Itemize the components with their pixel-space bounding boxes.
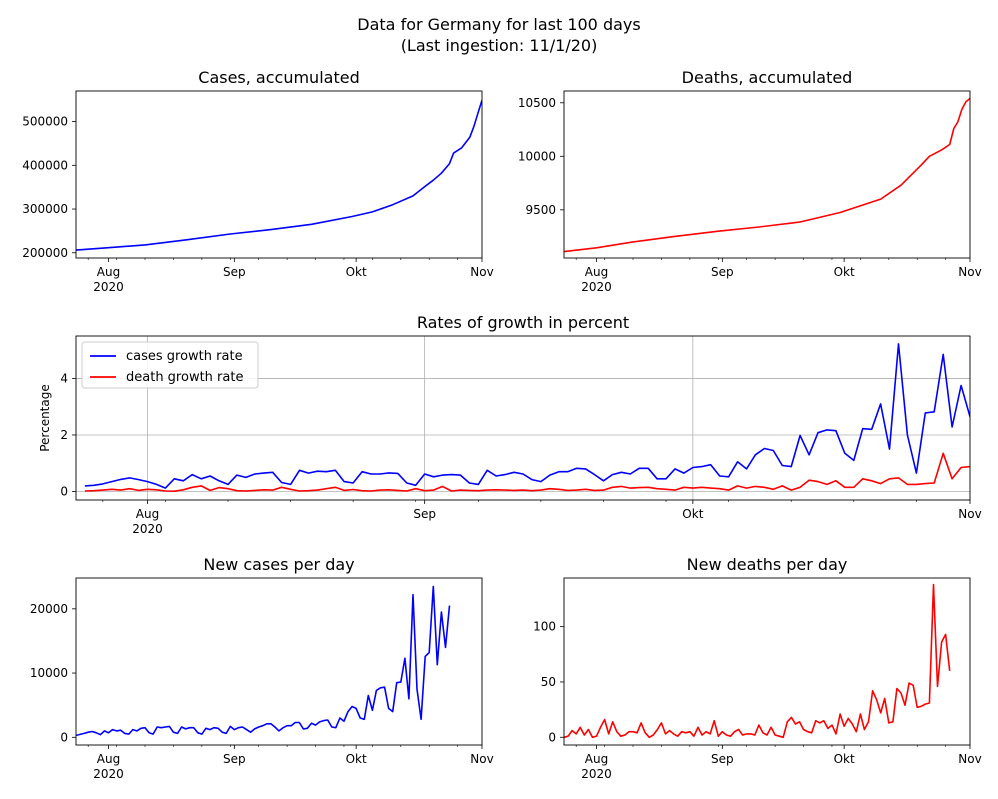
y-tick-label: 100 <box>533 620 556 634</box>
legend-label: death growth rate <box>126 370 243 385</box>
figure-title-line2: (Last ingestion: 11/1/20) <box>401 36 598 55</box>
y-tick-label: 300000 <box>22 202 68 216</box>
panel-title: New deaths per day <box>687 555 848 574</box>
x-tick-label: Okt <box>682 507 703 521</box>
x-tick-label: Okt <box>346 265 367 279</box>
series-line-new-cases <box>76 585 451 737</box>
legend-box <box>81 341 259 389</box>
panel-title: Cases, accumulated <box>198 68 359 87</box>
x-tick-label: Sep <box>413 507 436 521</box>
y-tick-label: 0 <box>60 730 68 744</box>
x-tick-sublabel: 2020 <box>581 767 612 781</box>
y-tick-label: 0 <box>548 730 556 744</box>
y-tick-label: 4 <box>60 371 68 385</box>
y-axis-label: Percentage <box>38 384 52 452</box>
series-line-cases <box>76 99 482 251</box>
x-tick-label: Aug <box>97 752 120 766</box>
y-tick-label: 10000 <box>518 149 556 163</box>
x-tick-label: Aug <box>585 265 608 279</box>
x-tick-label: Nov <box>470 752 493 766</box>
x-tick-label: Okt <box>834 265 855 279</box>
series-line-death-growth-rate <box>84 452 970 493</box>
x-tick-label: Nov <box>958 752 981 766</box>
x-tick-label: Sep <box>223 752 246 766</box>
y-tick-label: 20000 <box>30 602 68 616</box>
plot-frame <box>75 335 971 501</box>
legend-label: cases growth rate <box>126 349 243 364</box>
y-tick-label: 2 <box>60 428 68 442</box>
y-tick-label: 10500 <box>518 96 556 110</box>
series-line-new-deaths <box>564 583 951 739</box>
plot-frame <box>563 90 971 259</box>
y-tick-label: 9500 <box>525 203 556 217</box>
x-tick-label: Sep <box>711 752 734 766</box>
panel-title: New cases per day <box>203 555 354 574</box>
x-tick-label: Aug <box>97 265 120 279</box>
panel-title: Deaths, accumulated <box>682 68 853 87</box>
x-tick-label: Sep <box>711 265 734 279</box>
x-tick-label: Sep <box>223 265 246 279</box>
x-tick-label: Nov <box>958 265 981 279</box>
y-tick-label: 500000 <box>22 115 68 129</box>
x-tick-label: Okt <box>346 752 367 766</box>
x-tick-sublabel: 2020 <box>132 522 163 536</box>
x-tick-sublabel: 2020 <box>93 767 124 781</box>
x-tick-label: Aug <box>136 507 159 521</box>
x-tick-label: Nov <box>958 507 981 521</box>
plot-frame <box>563 577 971 746</box>
x-tick-label: Nov <box>470 265 493 279</box>
x-tick-label: Aug <box>585 752 608 766</box>
figure-title-line1: Data for Germany for last 100 days <box>357 15 640 34</box>
series-line-deaths <box>564 97 970 253</box>
y-tick-label: 10000 <box>30 666 68 680</box>
x-tick-sublabel: 2020 <box>93 280 124 294</box>
x-tick-label: Okt <box>834 752 855 766</box>
plot-frame <box>75 90 483 259</box>
plot-frame <box>75 577 483 746</box>
series-line-cases-growth-rate <box>84 343 970 489</box>
y-tick-label: 200000 <box>22 246 68 260</box>
y-tick-label: 400000 <box>22 158 68 172</box>
y-tick-label: 50 <box>541 675 556 689</box>
x-tick-sublabel: 2020 <box>581 280 612 294</box>
panel-title: Rates of growth in percent <box>417 313 629 332</box>
y-tick-label: 0 <box>60 485 68 499</box>
